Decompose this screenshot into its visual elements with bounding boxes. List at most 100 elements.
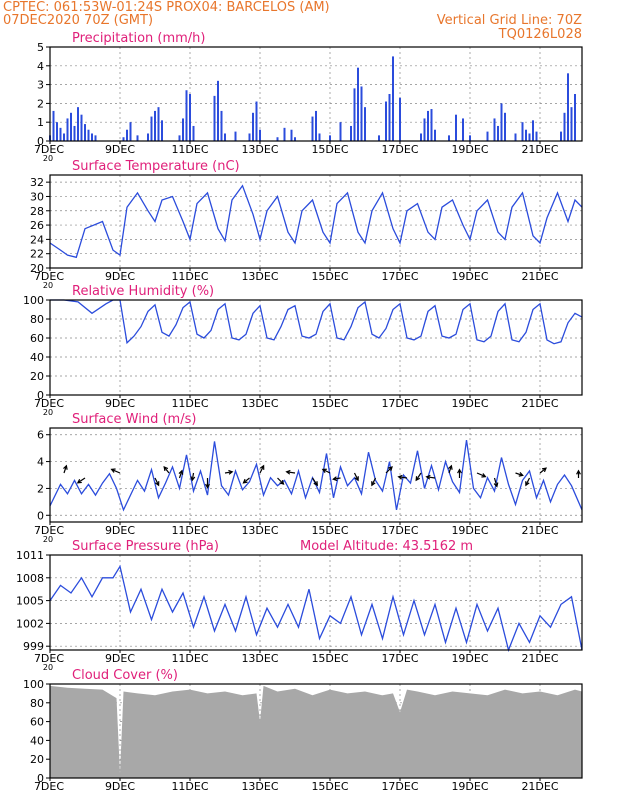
cloud-ytick-label: 60 (30, 716, 44, 729)
precip-bar (66, 118, 69, 141)
precip-bar (560, 131, 562, 141)
precip-bar (52, 110, 55, 141)
precip-bar (147, 133, 149, 141)
precip-bar (252, 112, 254, 141)
cloud-xtick-label: 13DEC (241, 780, 278, 793)
cloud-xtick-label: 21DEC (521, 780, 558, 793)
wind-vector-arrow (178, 470, 183, 479)
wind-vector-arrow (322, 468, 331, 474)
precip-bar (493, 118, 496, 141)
temperature-ytick-label: 32 (30, 176, 44, 189)
precip-bar (182, 118, 184, 141)
humidity-xtick-label: 17DEC (381, 397, 418, 410)
precip-bar (150, 116, 153, 141)
precip-bar (378, 135, 380, 141)
humidity-xtick-year-fragment: 20 (43, 408, 53, 417)
wind-vector-arrowhead (259, 464, 265, 470)
wind-xtick-year-fragment: 20 (43, 535, 53, 544)
wind-vector-arrow (63, 465, 67, 474)
precip-panel-frame (49, 46, 583, 142)
wind-vector-arrow (426, 476, 436, 479)
cloud-ytick-label: 100 (23, 678, 44, 691)
precip-ytick-label: 0 (37, 135, 44, 148)
precip-xtick-label: 7DEC (34, 143, 64, 156)
temperature-panel-frame (49, 174, 583, 269)
precip-bar (59, 127, 62, 141)
precip-bar (427, 110, 429, 141)
wind-vector-arrowhead (190, 476, 196, 482)
wind-vector-arrow (111, 468, 121, 474)
wind-xtick-label: 21DEC (521, 524, 558, 537)
precip-bar (430, 109, 433, 141)
precip-bar (500, 103, 503, 141)
precip-xtick-label: 21DEC (521, 143, 558, 156)
humidity-ytick-label: 80 (30, 313, 44, 326)
precip-ytick-label: 1 (37, 116, 44, 129)
pressure-xtick-label: 19DEC (451, 652, 488, 665)
pressure-ytick-label: 1002 (16, 617, 44, 630)
precip-xtick-label: 19DEC (451, 143, 488, 156)
cloud-xtick-label: 17DEC (381, 780, 418, 793)
wind-xtick-label: 11DEC (171, 524, 208, 537)
precip-bar (329, 135, 331, 141)
precip-ytick-label: 5 (37, 41, 44, 54)
wind-ytick-label: 6 (37, 429, 44, 442)
precip-bar (399, 97, 401, 141)
wind-ytick-label: 4 (37, 456, 44, 469)
precip-bar (570, 107, 573, 141)
precip-bar (248, 133, 251, 141)
wind-vector-arrowhead (493, 482, 499, 488)
humidity-ytick-label: 60 (30, 332, 44, 345)
temperature-xtick-year-fragment: 20 (43, 281, 53, 290)
humidity-xtick-label: 19DEC (451, 397, 488, 410)
temperature-ytick-label: 22 (30, 248, 44, 261)
precip-xtick-label: 13DEC (241, 143, 278, 156)
precip-bar (311, 116, 314, 141)
pressure-xtick-label: 17DEC (381, 652, 418, 665)
wind-vector-arrowhead (371, 481, 376, 487)
temperature-xtick-label: 7DEC (34, 270, 64, 283)
pressure-xtick-label: 11DEC (171, 652, 208, 665)
precip-bar (462, 118, 464, 141)
wind-vector-arrow (448, 465, 452, 474)
cloud-panel-frame (49, 683, 583, 779)
precip-bar (129, 122, 132, 141)
cloud-xtick-label: 7DEC (34, 780, 64, 793)
precip-bar (84, 124, 86, 141)
pressure-series-line (49, 564, 583, 653)
precip-bar (154, 110, 156, 141)
temperature-xtick-label: 15DEC (311, 270, 348, 283)
wind-vector-arrowhead (285, 469, 291, 475)
wind-xtick-label: 17DEC (381, 524, 418, 537)
wind-vector-arrowhead (242, 478, 248, 484)
precip-bar (350, 125, 352, 141)
precip-bar (567, 73, 569, 141)
temperature-ytick-label: 24 (30, 233, 44, 246)
wind-series-line (49, 440, 583, 512)
cloud-area (50, 685, 582, 778)
humidity-series-line (50, 299, 583, 345)
precip-bar (192, 125, 195, 141)
precip-bar (423, 118, 426, 141)
wind-vector-arrowhead (397, 474, 403, 480)
pressure-panel-annotation: Model Altitude: 43.5162 m (300, 539, 473, 554)
temperature-xtick-label: 13DEC (241, 270, 278, 283)
wind-vector-arrow (415, 472, 422, 481)
wind-panel-frame (49, 427, 583, 523)
wind-vector-arrowhead (525, 481, 530, 487)
precip-bar (521, 122, 524, 141)
temperature-ytick-label: 26 (30, 219, 44, 232)
wind-vector-arrowhead (205, 483, 210, 489)
header-model-id: TQ0126L028 (498, 27, 582, 42)
precip-bar (574, 94, 576, 141)
wind-vector-arrow (398, 476, 408, 479)
wind-vector-arrow (371, 477, 377, 486)
humidity-xtick-label: 9DEC (105, 397, 135, 410)
wind-vector-arrow (163, 466, 170, 474)
precip-bar (420, 133, 422, 141)
precip-xtick-label: 11DEC (171, 143, 208, 156)
pressure-ytick-label: 1011 (16, 549, 44, 562)
precip-xtick-year-fragment: 20 (43, 154, 53, 163)
precip-bar (455, 114, 457, 141)
precip-xtick-label: 15DEC (311, 143, 348, 156)
